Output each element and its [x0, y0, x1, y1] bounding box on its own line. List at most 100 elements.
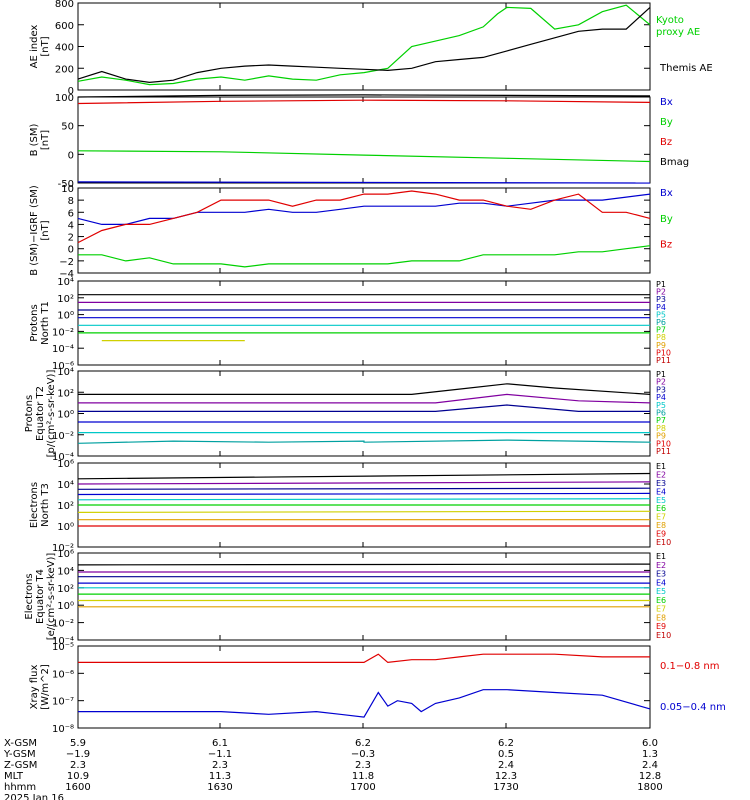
- legend-entry: Kyoto: [656, 15, 684, 26]
- x-axis-row-label: hhmm: [4, 782, 36, 793]
- legend-entry: P6: [656, 318, 666, 327]
- legend-entry: E8: [656, 613, 666, 622]
- legend-entry: E10: [656, 538, 671, 547]
- y-tick-label: 10⁻²: [52, 431, 74, 442]
- y-axis-label: Protons: [24, 395, 35, 432]
- y-tick-label: −4: [59, 269, 74, 280]
- legend-entry: proxy AE: [656, 27, 700, 38]
- y-tick-label: 4: [68, 220, 74, 231]
- legend-entry: P8: [656, 424, 666, 433]
- legend-entry: P8: [656, 333, 666, 342]
- legend-entry: E2: [656, 561, 666, 570]
- x-axis-row-label: MLT: [4, 771, 24, 782]
- legend-entry: P7: [656, 326, 666, 335]
- series-line: [78, 653, 650, 664]
- series-line: [78, 689, 651, 718]
- x-axis-value: 6.2: [498, 738, 514, 749]
- legend-entry: By: [660, 117, 673, 128]
- legend-entry: P11: [656, 447, 671, 456]
- legend-entry: E1: [656, 552, 666, 561]
- y-tick-label: 10⁻⁴: [52, 636, 74, 647]
- x-axis-value: 10.9: [67, 771, 89, 782]
- x-axis-value: 2.3: [355, 760, 371, 771]
- series-line: [77, 498, 651, 501]
- legend-entry: E2: [656, 470, 666, 479]
- legend-entry: E9: [656, 530, 666, 539]
- x-axis-value: 6.0: [642, 738, 658, 749]
- y-axis-label: B (SM)−IGRF (SM): [29, 185, 40, 276]
- y-tick-label: 800: [55, 0, 74, 10]
- y-axis-label: [p/(cm²-s-sr-keV)]: [46, 370, 57, 458]
- legend-entry: Bx: [660, 97, 673, 108]
- y-tick-label: 6: [68, 208, 74, 219]
- legend-entry: E1: [656, 462, 666, 471]
- x-axis-value: 5.9: [70, 738, 86, 749]
- legend-entry: P4: [656, 393, 666, 402]
- x-axis-row-label: Z-GSM: [4, 760, 37, 771]
- y-tick-label: 10⁻⁵: [52, 642, 74, 653]
- series-line: [77, 193, 651, 225]
- panel-frame: [77, 187, 651, 274]
- legend-entry: E10: [656, 631, 671, 640]
- x-axis-row-label: X-GSM: [4, 738, 37, 749]
- series-line: [77, 181, 651, 184]
- y-tick-label: 10⁴: [57, 566, 74, 577]
- legend-entry: E9: [656, 622, 666, 631]
- y-tick-label: 10²: [57, 584, 74, 595]
- x-axis-row-label: Y-GSM: [3, 749, 36, 760]
- y-tick-label: 10⁶: [57, 459, 74, 470]
- y-axis-label: North T3: [40, 483, 51, 527]
- y-axis-label: Equator T2: [35, 386, 46, 441]
- legend-entry: E5: [656, 587, 666, 596]
- y-tick-label: 10⁴: [57, 367, 74, 378]
- y-tick-label: 10⁻²: [52, 327, 74, 338]
- y-axis-label: [nT]: [40, 130, 51, 150]
- legend-entry: P3: [656, 385, 666, 394]
- series-line: [77, 94, 651, 98]
- x-axis-value: 1600: [65, 782, 90, 793]
- x-axis-value: 12.3: [495, 771, 517, 782]
- legend-entry: E8: [656, 521, 666, 530]
- y-tick-label: 50: [61, 122, 74, 133]
- legend-entry: P9: [656, 341, 666, 350]
- series-line: [77, 487, 651, 490]
- x-axis-value: −1.1: [208, 749, 232, 760]
- series-line: [77, 481, 651, 485]
- legend-entry: P5: [656, 401, 666, 410]
- legend-entry: E6: [656, 504, 666, 513]
- legend-entry: Bz: [660, 137, 672, 148]
- panel-frame: [77, 370, 651, 457]
- legend-entry: P6: [656, 409, 666, 418]
- legend-entry: E4: [656, 578, 666, 587]
- legend-entry: P5: [656, 310, 666, 319]
- y-axis-label: AE index: [29, 25, 40, 69]
- y-tick-label: 2: [68, 233, 74, 244]
- y-tick-label: 10⁴: [57, 480, 74, 491]
- y-tick-label: 10⁻²: [52, 619, 74, 630]
- legend-entry: Bmag: [660, 157, 689, 168]
- legend-entry: E7: [656, 513, 666, 522]
- legend-entry: By: [660, 214, 673, 225]
- legend-entry: P1: [656, 280, 666, 289]
- y-tick-label: 600: [55, 21, 74, 32]
- y-axis-label: [e/(cm²-s-sr-keV)]: [46, 553, 57, 641]
- x-axis-value: 2.4: [642, 760, 658, 771]
- y-axis-label: Protons: [29, 304, 40, 341]
- series-line: [77, 190, 651, 244]
- y-tick-label: 0: [68, 245, 74, 256]
- series-line: [77, 439, 651, 444]
- legend-entry: 0.05−0.4 nm: [660, 702, 726, 713]
- legend-entry: Bx: [660, 188, 673, 199]
- y-tick-label: 10⁻²: [52, 543, 74, 554]
- x-axis-value: 6.1: [212, 738, 228, 749]
- y-tick-label: 400: [55, 43, 74, 54]
- y-axis-label: Electrons: [29, 482, 40, 528]
- y-axis-label: Xray flux: [29, 665, 40, 710]
- x-axis-value: 1630: [207, 782, 232, 793]
- y-axis-label: Equator T4: [35, 569, 46, 624]
- y-axis-label: B (SM): [29, 123, 40, 156]
- date-label: 2025 Jan 16: [4, 793, 64, 800]
- x-axis-value: 2.4: [498, 760, 514, 771]
- y-tick-label: 0: [68, 150, 74, 161]
